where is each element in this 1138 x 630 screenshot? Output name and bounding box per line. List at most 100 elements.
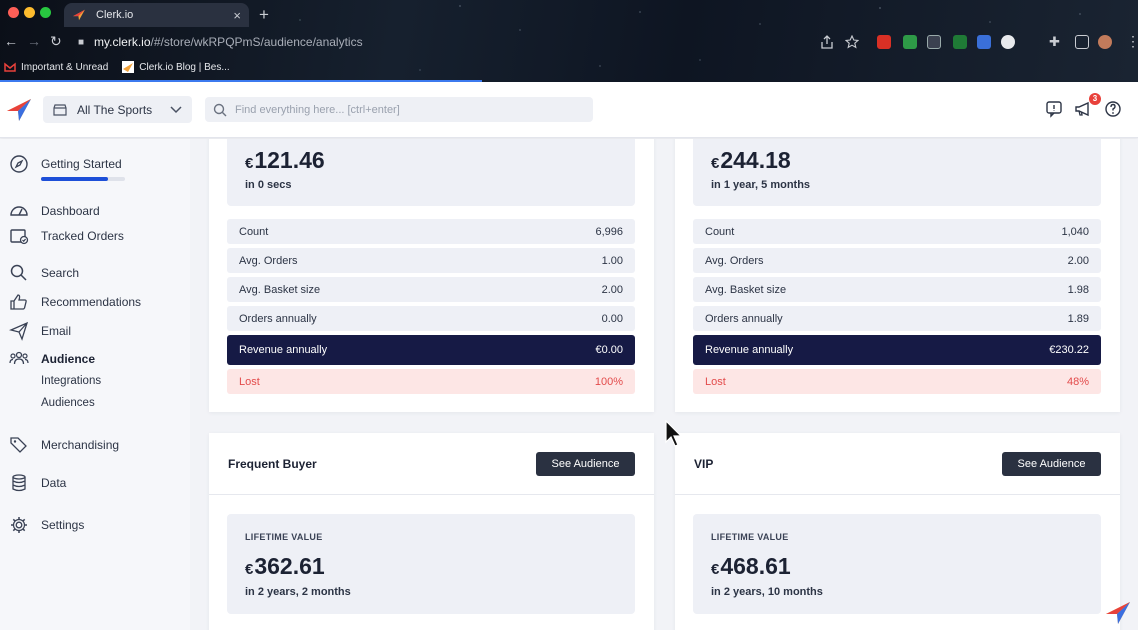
- sidebar-item-merchandising[interactable]: Merchandising: [9, 435, 119, 455]
- stat-row-lost: Lost 100%: [227, 369, 635, 394]
- search-input[interactable]: [235, 103, 575, 116]
- sidebar-item-label: Merchandising: [41, 438, 120, 452]
- url-host: my.clerk.io: [94, 35, 151, 49]
- audience-title: VIP: [694, 457, 714, 471]
- new-tab-button[interactable]: +: [259, 5, 269, 24]
- bookmark-clerk-blog[interactable]: Clerk.io Blog | Bes...: [122, 61, 230, 73]
- database-icon: [12, 474, 26, 492]
- bookmark-star-icon[interactable]: [845, 35, 859, 49]
- extension-circle-icon[interactable]: [1001, 35, 1015, 49]
- notification-badge: 3: [1089, 93, 1101, 105]
- profile-avatar[interactable]: [1098, 35, 1112, 49]
- users-group-icon: [9, 351, 29, 365]
- extension-red-icon[interactable]: [877, 35, 891, 49]
- lifetime-value: €121.46: [245, 147, 325, 173]
- paper-plane-icon: [9, 321, 29, 341]
- card-divider: [675, 494, 1120, 495]
- bookmark-label: Important & Unread: [21, 61, 109, 73]
- progress-fill: [41, 177, 109, 181]
- help-icon[interactable]: [1104, 100, 1122, 118]
- sidebar-subitem-audiences[interactable]: Audiences: [41, 397, 95, 409]
- audience-card-frequent-buyer: Frequent Buyer See Audience LIFETIME VAL…: [209, 433, 654, 630]
- see-audience-button[interactable]: See Audience: [536, 452, 635, 476]
- lifetime-duration: in 2 years, 2 months: [245, 586, 351, 598]
- lifetime-value: €468.61: [711, 553, 791, 579]
- side-panel-icon[interactable]: [1075, 35, 1089, 49]
- sidebar-item-email[interactable]: Email: [9, 321, 71, 341]
- lifetime-value-box: LIFETIME VALUE €468.61 in 2 years, 10 mo…: [693, 514, 1101, 614]
- forward-arrow-icon[interactable]: →: [27, 33, 41, 49]
- audience-card-vip: VIP See Audience LIFETIME VALUE €468.61 …: [675, 433, 1120, 630]
- lifetime-value: €244.18: [711, 147, 791, 173]
- audience-title: Frequent Buyer: [228, 457, 317, 471]
- sidebar-item-label: Data: [41, 476, 67, 490]
- lifetime-duration: in 2 years, 10 months: [711, 586, 823, 598]
- stat-row-revenue: Revenue annually €0.00: [227, 335, 635, 365]
- stat-row: Orders annually 1.89: [693, 306, 1101, 331]
- stat-row: Count 6,996: [227, 219, 635, 244]
- lifetime-value-box: LIFETIME VALUE €362.61 in 2 years, 2 mon…: [227, 514, 635, 614]
- see-audience-button[interactable]: See Audience: [1002, 452, 1101, 476]
- sidebar-item-getting-started[interactable]: Getting Started: [9, 154, 122, 174]
- sidebar-item-audience[interactable]: Audience: [9, 349, 95, 369]
- gear-icon: [11, 517, 27, 533]
- extension-green-icon[interactable]: [903, 35, 917, 49]
- sidebar-item-recommendations[interactable]: Recommendations: [9, 292, 141, 312]
- audience-card: €244.18 in 1 year, 5 months Count 1,040 A…: [675, 139, 1120, 412]
- window-maximize-button[interactable]: [40, 7, 51, 18]
- app-header: All The Sports: [0, 82, 1138, 138]
- gmail-icon: [4, 62, 16, 72]
- lifetime-value: €362.61: [245, 553, 325, 579]
- stat-row-revenue: Revenue annually €230.22: [693, 335, 1101, 365]
- extension-translate-icon[interactable]: [977, 35, 991, 49]
- tags-icon: [10, 437, 27, 453]
- share-icon[interactable]: [820, 35, 834, 49]
- stat-row: Avg. Orders 1.00: [227, 248, 635, 273]
- url-path: /#/store/wkRPQPmS/audience/analytics: [150, 35, 363, 49]
- sidebar-item-label: Tracked Orders: [41, 229, 124, 243]
- browser-tab[interactable]: Clerk.io ×: [64, 3, 249, 27]
- extension-arrow-icon[interactable]: [953, 35, 967, 49]
- stat-row-lost: Lost 48%: [693, 369, 1101, 394]
- card-divider: [209, 494, 654, 495]
- extensions-puzzle-icon[interactable]: ✚: [1049, 34, 1060, 49]
- clerk-favicon-icon: [73, 9, 85, 21]
- store-selector[interactable]: All The Sports: [43, 96, 192, 123]
- bookmarks-bar: Important & Unread Clerk.io Blog | Bes..…: [0, 57, 1138, 77]
- announcements-megaphone-icon[interactable]: [1074, 100, 1092, 118]
- sidebar-item-label: Settings: [41, 518, 85, 532]
- global-search[interactable]: [205, 97, 593, 122]
- lifetime-value-label: LIFETIME VALUE: [245, 532, 323, 542]
- tab-close-icon[interactable]: ×: [233, 7, 241, 23]
- sidebar-item-tracked-orders[interactable]: Tracked Orders: [9, 226, 124, 246]
- sidebar-item-label: Email: [41, 324, 72, 338]
- sidebar-item-dashboard[interactable]: Dashboard: [9, 201, 100, 221]
- sidebar-item-search[interactable]: Search: [9, 263, 79, 283]
- audience-analytics-main: €121.46 in 0 secs Count 6,996 Avg. Orders…: [190, 139, 1138, 630]
- sidebar-item-label: Search: [41, 266, 80, 280]
- lifetime-duration: in 0 secs: [245, 179, 292, 191]
- search-icon: [213, 103, 227, 116]
- navigation-bar: ← → ↻ ■ my.clerk.io/#/store/wkRPQPmS/aud…: [0, 30, 1138, 54]
- search-icon: [10, 264, 27, 281]
- orders-box-check-icon: [10, 229, 29, 245]
- clerk-logo-icon[interactable]: [6, 97, 32, 123]
- sidebar-item-settings[interactable]: Settings: [9, 515, 84, 535]
- sidebar-item-data[interactable]: Data: [9, 473, 66, 493]
- back-arrow-icon[interactable]: ←: [4, 33, 18, 49]
- extension-screen-icon[interactable]: [927, 35, 941, 49]
- bookmark-label: Clerk.io Blog | Bes...: [139, 61, 230, 73]
- feedback-icon[interactable]: [1045, 100, 1063, 118]
- reload-icon[interactable]: ↻: [50, 33, 62, 49]
- lifetime-value-box: €121.46 in 0 secs: [227, 139, 635, 206]
- address-bar[interactable]: ■ my.clerk.io/#/store/wkRPQPmS/audience/…: [78, 32, 818, 52]
- browser-chrome: Clerk.io × + ← → ↻ ■ my.clerk.io/#/store…: [0, 0, 1138, 82]
- browser-menu-icon[interactable]: ⋮: [1126, 33, 1138, 49]
- window-close-button[interactable]: [8, 7, 19, 18]
- stat-row: Count 1,040: [693, 219, 1101, 244]
- window-minimize-button[interactable]: [24, 7, 35, 18]
- bookmark-gmail[interactable]: Important & Unread: [4, 61, 108, 73]
- mouse-cursor-icon: [665, 420, 683, 447]
- sidebar-subitem-integrations[interactable]: Integrations: [41, 375, 102, 387]
- compass-icon: [10, 155, 28, 173]
